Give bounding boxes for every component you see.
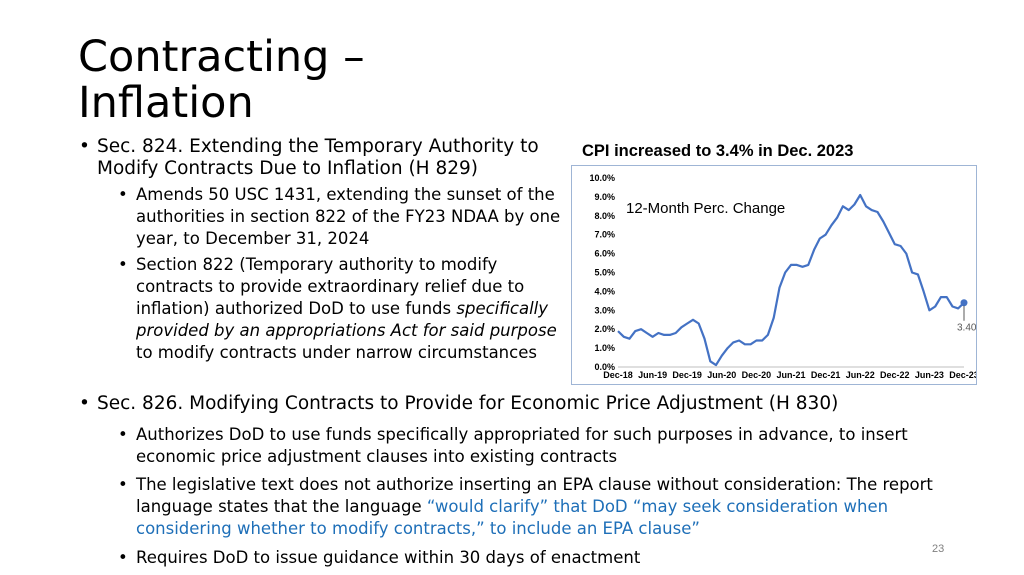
bullet-text: Authorizes DoD to use funds specifically… — [136, 425, 908, 466]
y-tick-label: 1.0% — [594, 343, 615, 353]
x-tick-label: Dec-23 — [949, 370, 976, 380]
bullet-dot: • — [118, 548, 128, 567]
bullet-text-italic: specifically provided by an appropriatio… — [136, 299, 557, 340]
cpi-chart: 0.0% 1.0% 2.0% 3.0% 4.0% 5.0% 6.0% 7.0% 8.0% 9.0%… — [571, 165, 979, 385]
bullet-text: The legislative text does not authorize … — [136, 475, 933, 516]
y-tick-label: 3.0% — [594, 305, 615, 315]
x-tick-label: Dec-20 — [742, 370, 772, 380]
bullet-text: Sec. 824. Extending the Temporary Author… — [97, 136, 539, 179]
y-tick-label: 6.0% — [594, 249, 615, 259]
data-label-last: 3.40 — [957, 323, 976, 334]
bullet-text: Amends 50 USC 1431, extending the sunset… — [136, 185, 561, 248]
x-tick-label: Dec-18 — [603, 370, 633, 380]
bullet-dot: • — [118, 475, 128, 494]
series-label: 12-Month Perc. Change — [626, 200, 785, 217]
bullet-sec-824: • Sec. 824. Extending the Temporary Auth… — [79, 136, 567, 180]
bullet-amends: • Amends 50 USC 1431, extending the suns… — [118, 184, 572, 250]
y-tick-label: 0.0% — [594, 362, 615, 372]
page-number: 23 — [932, 543, 945, 555]
x-tick-label: Jun-21 — [776, 370, 805, 380]
y-tick-label: 10.0% — [589, 173, 615, 183]
slide-title: Contracting – Inflation — [78, 32, 365, 128]
x-tick-label: Dec-19 — [672, 370, 702, 380]
y-tick-label: 7.0% — [594, 230, 615, 240]
x-tick-label: Jun-19 — [638, 370, 667, 380]
x-tick-label: Jun-22 — [846, 370, 875, 380]
y-tick-label: 2.0% — [594, 324, 615, 334]
last-data-point — [960, 299, 968, 307]
bullet-text: Requires DoD to issue guidance within 30… — [136, 548, 641, 567]
cpi-series-line — [617, 193, 965, 367]
bullet-dot: • — [118, 425, 128, 444]
bullet-dot: • — [118, 185, 128, 204]
x-tick-label: Dec-21 — [811, 370, 841, 380]
bullet-text: Section 822 (Temporary authority to modi… — [136, 255, 525, 318]
y-tick-label: 9.0% — [594, 192, 615, 202]
y-tick-label: 4.0% — [594, 286, 615, 296]
bullet-legislative-text: • The legislative text does not authoriz… — [118, 474, 936, 540]
x-tick-label: Jun-23 — [915, 370, 944, 380]
chart-title: CPI increased to 3.4% in Dec. 2023 — [582, 142, 854, 160]
bullet-text: Sec. 826. Modifying Contracts to Provide… — [97, 393, 839, 414]
bullet-dot: • — [79, 136, 90, 157]
bullet-text: to modify contracts under narrow circums… — [136, 343, 537, 362]
chart-svg: 0.0% 1.0% 2.0% 3.0% 4.0% 5.0% 6.0% 7.0% 8.0% 9.0%… — [589, 173, 978, 380]
bullet-authorizes: • Authorizes DoD to use funds specifical… — [118, 424, 956, 468]
y-tick-label: 8.0% — [594, 211, 615, 221]
bullet-sec-826: • Sec. 826. Modifying Contracts to Provi… — [79, 393, 937, 415]
bullet-dot: • — [79, 393, 90, 414]
bullet-guidance: • Requires DoD to issue guidance within … — [118, 547, 936, 569]
x-tick-label: Jun-20 — [707, 370, 736, 380]
bullet-section-822: • Section 822 (Temporary authority to mo… — [118, 254, 566, 364]
x-tick-label: Dec-22 — [880, 370, 910, 380]
y-tick-label: 5.0% — [594, 268, 615, 278]
bullet-text-quote: “would clarify” that DoD “may seek consi… — [136, 497, 889, 538]
bullet-dot: • — [118, 255, 128, 274]
